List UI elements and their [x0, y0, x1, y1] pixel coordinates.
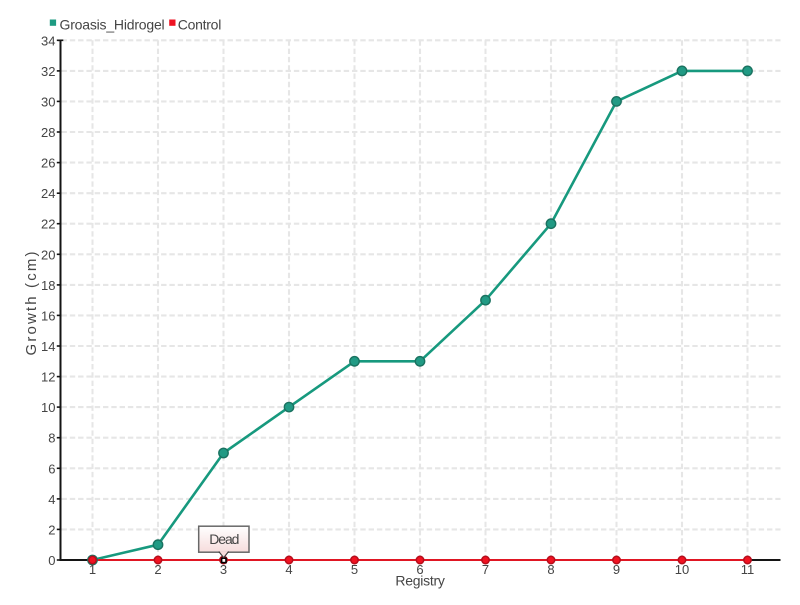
- svg-text:7: 7: [482, 562, 489, 577]
- svg-text:Registry: Registry: [395, 573, 444, 589]
- svg-text:6: 6: [48, 461, 55, 476]
- svg-text:Growth (cm): Growth (cm): [23, 252, 40, 356]
- svg-text:24: 24: [41, 186, 55, 201]
- svg-text:2: 2: [48, 522, 55, 537]
- svg-text:Groasis_Hidrogel: Groasis_Hidrogel: [60, 16, 165, 32]
- svg-text:6: 6: [416, 562, 423, 577]
- svg-text:11: 11: [741, 562, 755, 577]
- svg-text:4: 4: [285, 562, 292, 577]
- svg-text:8: 8: [547, 562, 554, 577]
- svg-text:12: 12: [41, 370, 55, 385]
- svg-text:32: 32: [41, 64, 55, 79]
- svg-text:18: 18: [41, 278, 55, 293]
- svg-text:26: 26: [41, 156, 55, 171]
- svg-text:1: 1: [89, 562, 96, 577]
- svg-text:Control: Control: [178, 16, 221, 32]
- svg-text:30: 30: [41, 94, 55, 109]
- svg-text:0: 0: [48, 553, 55, 568]
- svg-text:28: 28: [41, 125, 55, 140]
- svg-text:2: 2: [154, 562, 161, 577]
- svg-text:16: 16: [41, 308, 55, 323]
- svg-text:3: 3: [220, 562, 227, 577]
- svg-text:Dead: Dead: [209, 531, 238, 547]
- svg-text:34: 34: [41, 33, 55, 48]
- svg-text:4: 4: [48, 492, 55, 507]
- svg-text:5: 5: [351, 562, 358, 577]
- svg-text:20: 20: [41, 247, 55, 262]
- svg-text:22: 22: [41, 217, 55, 232]
- svg-text:14: 14: [41, 339, 55, 354]
- svg-text:9: 9: [613, 562, 620, 577]
- svg-text:10: 10: [675, 562, 689, 577]
- svg-text:10: 10: [41, 400, 55, 415]
- svg-text:8: 8: [48, 431, 55, 446]
